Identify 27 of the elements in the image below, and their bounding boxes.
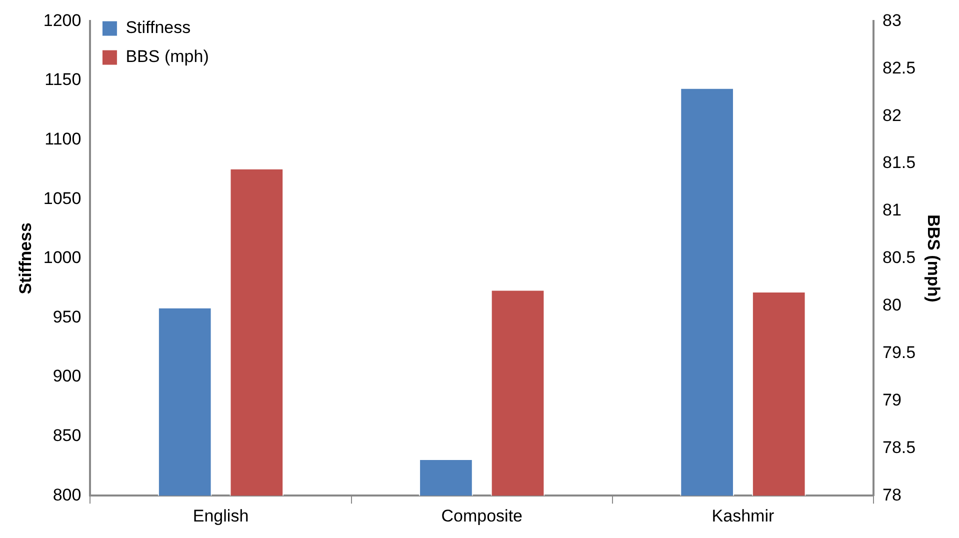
x-tick-label: English xyxy=(192,506,249,526)
y-tick-label: 1100 xyxy=(44,129,82,148)
y-tick-label: 1050 xyxy=(43,188,82,208)
y2-tick-label: 79 xyxy=(882,390,902,410)
y-tick-label: 900 xyxy=(52,366,82,386)
y2-tick-label: 81.5 xyxy=(882,153,916,172)
y-axis-title: Stiffness xyxy=(16,222,35,294)
y-tick-label: 800 xyxy=(52,485,82,504)
y-tick-label: 950 xyxy=(52,307,82,326)
y2-tick-label: 79.5 xyxy=(882,342,916,362)
y-tick-label: 1000 xyxy=(43,248,82,268)
y2-tick-label: 78.5 xyxy=(882,438,916,457)
y-tick-label: 850 xyxy=(52,426,82,445)
y-tick-label: 1200 xyxy=(43,10,82,30)
y2-axis-title: BBS (mph) xyxy=(924,214,944,302)
y2-tick-label: 82 xyxy=(882,106,902,125)
legend-label: BBS (mph) xyxy=(126,47,209,66)
y2-tick-label: 80 xyxy=(882,296,902,315)
y-tick-label: 1150 xyxy=(44,70,82,90)
y2-tick-label: 80.5 xyxy=(882,248,916,268)
y2-tick-label: 82.5 xyxy=(882,58,916,78)
y2-tick-label: 83 xyxy=(882,10,902,30)
y2-tick-label: 81 xyxy=(882,200,902,220)
y2-tick-label: 78 xyxy=(882,485,902,504)
legend-label: Stiffness xyxy=(126,18,191,38)
x-tick-label: Composite xyxy=(441,506,522,526)
x-tick-label: Kashmir xyxy=(712,506,774,526)
